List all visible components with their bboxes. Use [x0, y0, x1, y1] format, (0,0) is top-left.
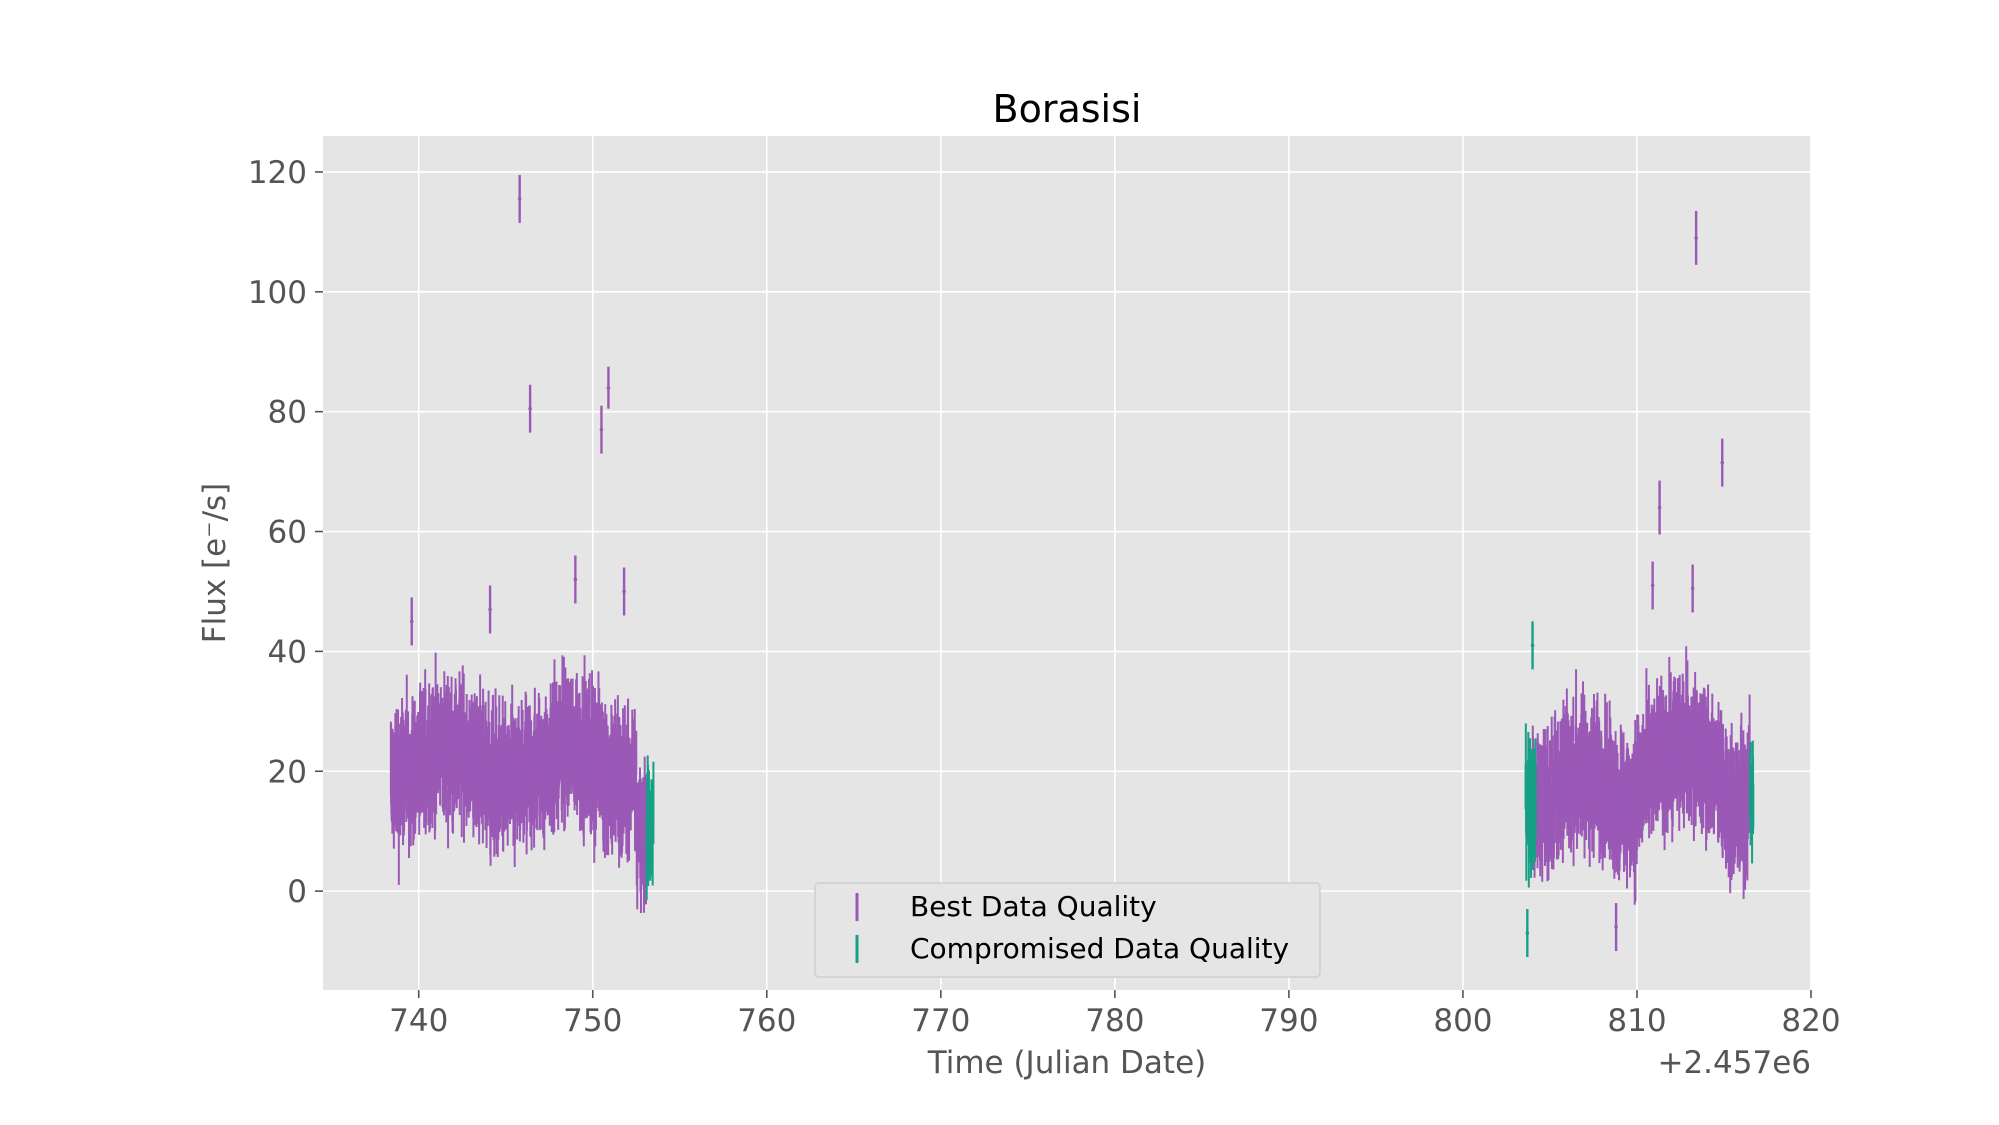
- y-tick-label: 120: [248, 155, 307, 191]
- outlier-point: [1690, 586, 1695, 591]
- outlier-point: [1694, 236, 1698, 240]
- legend-label-compromised: Compromised Data Quality: [910, 932, 1289, 965]
- outlier-point: [573, 577, 578, 582]
- series-layer: [389, 174, 1755, 958]
- ticks: 740 750 760 770 780 790 800 810 820 0 20 40 60 80 100 1…: [248, 155, 1841, 1039]
- x-offset-label: +2.457e6: [1657, 1045, 1811, 1081]
- x-tick-label: 810: [1607, 1003, 1666, 1039]
- x-tick-label: 780: [1085, 1003, 1144, 1039]
- x-tick-label: 770: [911, 1003, 970, 1039]
- outlier-point: [1525, 931, 1530, 935]
- y-tick-label: 0: [287, 874, 307, 910]
- x-tick-label: 760: [737, 1003, 796, 1039]
- outlier-point: [1614, 925, 1618, 929]
- outlier-point: [528, 406, 532, 411]
- x-tick-label: 820: [1781, 1003, 1840, 1039]
- y-tick-label: 20: [268, 754, 307, 790]
- outlier-point: [1657, 505, 1662, 510]
- x-tick-label: 740: [389, 1003, 448, 1039]
- legend: Best Data Quality Compromised Data Quali…: [814, 882, 1321, 978]
- outlier-point: [599, 427, 604, 432]
- y-tick-label: 60: [268, 515, 307, 551]
- y-tick-label: 40: [268, 634, 307, 670]
- outlier-point: [488, 607, 492, 612]
- chart-title: Borasisi: [993, 87, 1142, 131]
- outlier-point: [622, 589, 626, 594]
- outlier-point: [606, 385, 611, 390]
- plot-background: [323, 136, 1811, 990]
- outlier-point: [1720, 460, 1725, 465]
- x-axis-label: Time (Julian Date): [927, 1045, 1207, 1081]
- series-0: [389, 174, 1751, 952]
- legend-label-best: Best Data Quality: [910, 890, 1157, 923]
- y-axis-label: Flux [e⁻/s]: [197, 483, 233, 644]
- y-tick-label: 100: [248, 275, 307, 311]
- x-tick-label: 800: [1433, 1003, 1492, 1039]
- series-1: [645, 621, 1755, 958]
- outlier-point: [409, 619, 414, 624]
- outlier-point: [1530, 643, 1535, 648]
- legend-box: [814, 882, 1321, 978]
- x-tick-label: 790: [1259, 1003, 1318, 1039]
- y-tick-label: 80: [268, 395, 307, 431]
- outlier-point: [517, 197, 522, 201]
- outlier-point: [1650, 583, 1655, 588]
- x-tick-label: 750: [563, 1003, 622, 1039]
